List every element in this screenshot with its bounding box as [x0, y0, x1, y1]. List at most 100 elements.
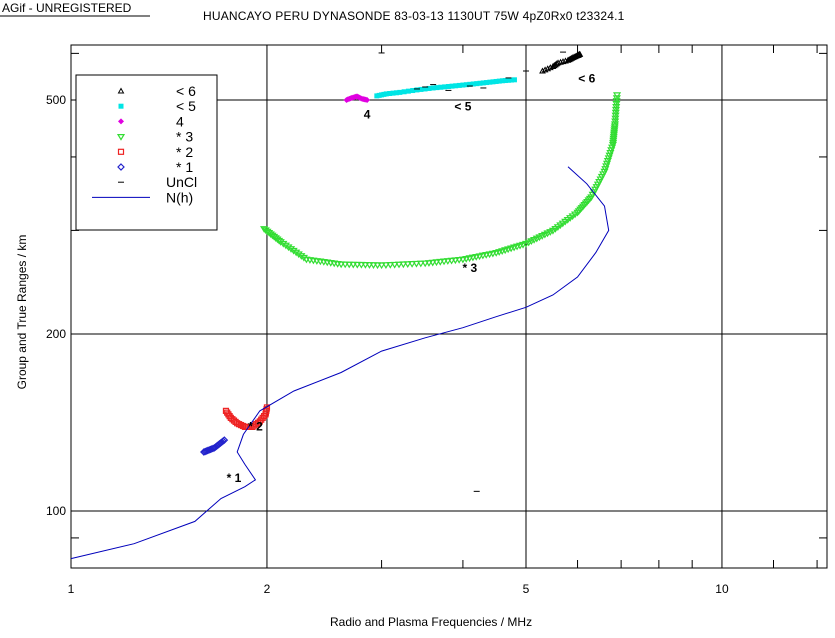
- data-point: [511, 77, 517, 83]
- data-point: [612, 101, 621, 108]
- data-point: [390, 261, 399, 269]
- data-point: [383, 91, 389, 97]
- data-point: [468, 254, 477, 262]
- data-point: [576, 50, 584, 57]
- data-point: [405, 88, 411, 94]
- data-point: [377, 262, 386, 270]
- data-point: [502, 78, 508, 84]
- x-axis-label: Radio and Plasma Frequencies / MHz: [330, 615, 533, 629]
- series-6-0: [539, 50, 584, 74]
- legend-swatch: [117, 163, 125, 171]
- data-point: [289, 247, 298, 255]
- data-point: [434, 85, 440, 91]
- data-point: [263, 404, 271, 411]
- series-4-2: [343, 93, 371, 103]
- data-point: [220, 436, 229, 444]
- data-point: [365, 262, 374, 269]
- data-point: [611, 118, 620, 126]
- data-point: [421, 260, 430, 268]
- data-point: [458, 256, 467, 264]
- x-tick-label: 1: [68, 582, 75, 596]
- series-3-3: [260, 92, 622, 270]
- data-point: [357, 261, 366, 269]
- data-point: [412, 260, 421, 268]
- data-point: [460, 82, 466, 88]
- data-point: [341, 261, 350, 269]
- annotations: < 6 < 5 4 * 3 * 2 * 1: [227, 72, 596, 485]
- data-point: [292, 249, 301, 257]
- data-point: [279, 240, 288, 248]
- data-point: [418, 86, 424, 92]
- data-point: [284, 244, 293, 252]
- data-point: [480, 80, 486, 86]
- data-point: [337, 261, 346, 269]
- legend-label: < 6: [176, 83, 196, 99]
- data-point: [443, 258, 452, 265]
- data-point: [424, 260, 433, 267]
- trace-label: * 2: [248, 420, 263, 434]
- data-point: [401, 89, 407, 95]
- data-point: [465, 255, 474, 263]
- data-point: [422, 86, 428, 92]
- data-point: [403, 261, 412, 269]
- data-point: [399, 261, 408, 269]
- data-point: [394, 261, 404, 269]
- data-point: [432, 259, 441, 267]
- data-point: [364, 96, 371, 103]
- data-point: [485, 251, 494, 259]
- data-point: [490, 79, 496, 85]
- data-point: [428, 259, 437, 267]
- data-point: [369, 262, 378, 269]
- data-point: [416, 260, 425, 268]
- data-point: [455, 257, 464, 264]
- legend-swatch: [117, 148, 125, 155]
- data-point: [345, 261, 354, 269]
- data-point: [474, 81, 480, 87]
- axis-ticks: 1 2 5 10 100 200 500: [46, 45, 827, 596]
- data-point: [353, 261, 362, 269]
- x-tick-label: 5: [523, 582, 530, 596]
- data-point: [611, 106, 621, 114]
- trace-label: < 6: [578, 72, 595, 86]
- data-point: [612, 98, 621, 105]
- data-point: [436, 258, 445, 266]
- x-tick-label: 10: [715, 582, 729, 596]
- data-point: [475, 253, 484, 261]
- data-point: [445, 84, 451, 90]
- data-point: [386, 262, 395, 269]
- data-point: [254, 419, 262, 426]
- x-tick-label: 2: [264, 582, 271, 596]
- legend-label: * 1: [176, 159, 193, 175]
- plot-frame-rect: [70, 44, 828, 569]
- data-point: [276, 239, 285, 246]
- data-point: [611, 109, 620, 117]
- data-point: [430, 85, 436, 91]
- legend-label: * 3: [176, 129, 193, 145]
- data-point: [453, 83, 459, 89]
- legend-swatch: [118, 103, 124, 109]
- legend-label: N(h): [166, 189, 193, 205]
- data-point: [451, 257, 460, 265]
- data-point: [488, 250, 497, 258]
- data-point: [508, 77, 514, 83]
- data-point: [482, 252, 491, 259]
- data-point: [281, 242, 290, 250]
- trace-label: < 5: [454, 99, 471, 113]
- data-point: [387, 91, 393, 97]
- data-point: [361, 262, 370, 269]
- data-point: [449, 83, 455, 89]
- data-point: [439, 258, 449, 266]
- data-point: [408, 261, 417, 268]
- chart-title: HUANCAYO PERU DYNASONDE 83-03-13 1130UT …: [203, 9, 625, 23]
- data-series: [70, 50, 622, 560]
- data-point: [442, 84, 448, 90]
- data-point: [611, 112, 620, 120]
- data-point: [390, 90, 396, 96]
- data-point: [478, 252, 487, 260]
- plot-frame: [70, 44, 828, 569]
- data-point: [299, 254, 308, 262]
- data-point: [294, 251, 303, 259]
- legend-label: 4: [176, 113, 184, 129]
- data-point: [447, 257, 456, 265]
